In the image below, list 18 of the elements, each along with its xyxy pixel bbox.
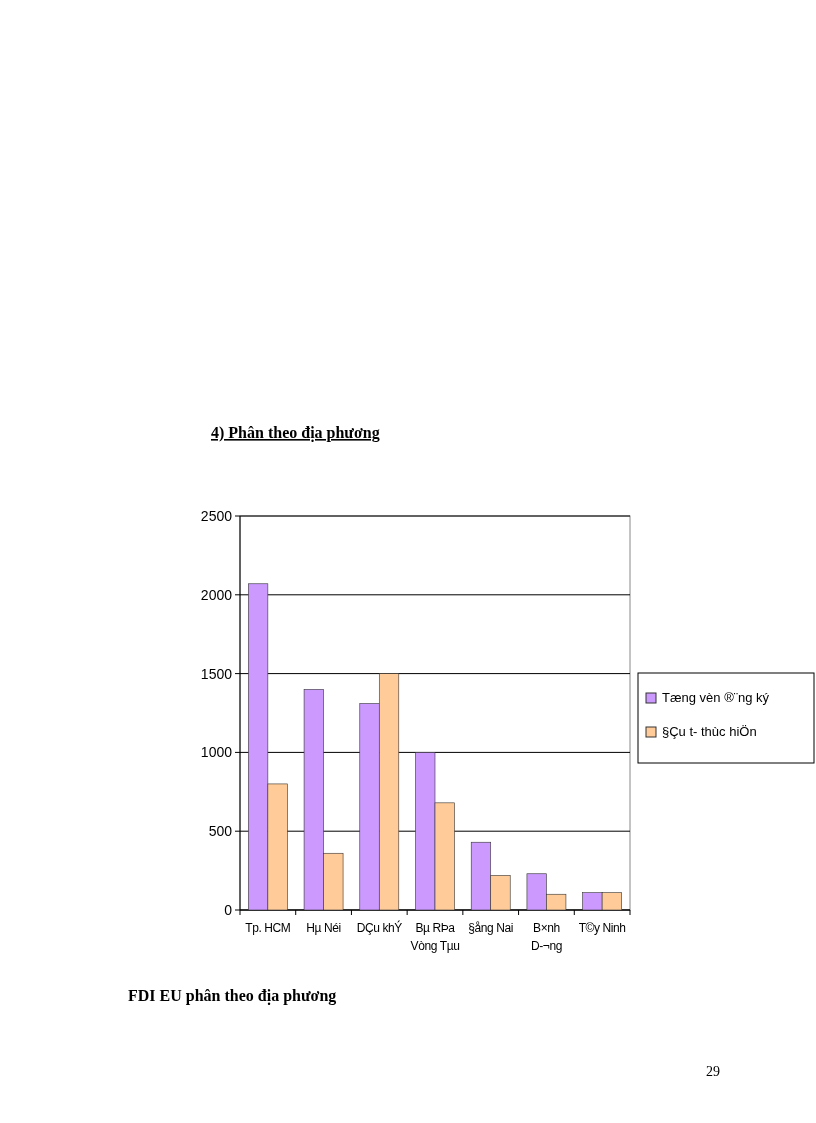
x-tick-label: Bµ RÞa Vòng Tµu	[410, 921, 460, 953]
x-tick-label: B×nh D-¬ng	[530, 921, 562, 953]
y-tick-label: 2000	[200, 586, 233, 603]
x-tick-label: DÇu khÝ	[356, 920, 403, 935]
chart-title: 4) Phân theo địa phương	[211, 424, 380, 442]
y-tick-label: 1000	[200, 744, 233, 761]
y-tick-label: 500	[208, 823, 233, 840]
x-tick-label: Hµ Néi	[306, 921, 341, 935]
legend-label: Tæng vèn ®¨ng ký	[662, 690, 770, 705]
x-tick-label: T©y Ninh	[578, 921, 626, 935]
text: 29	[706, 1064, 720, 1079]
text: FDI EU phân theo địa phương	[128, 987, 337, 1005]
y-tick-label: 2500	[200, 507, 233, 524]
x-tick-label: Tp. HCM	[245, 921, 291, 935]
y-tick-label: 0	[224, 901, 233, 918]
legend-label: §Çu t- thùc hiÖn	[662, 724, 757, 739]
y-tick-label: 1500	[200, 665, 233, 682]
x-tick-label: §ång Nai	[468, 921, 514, 935]
